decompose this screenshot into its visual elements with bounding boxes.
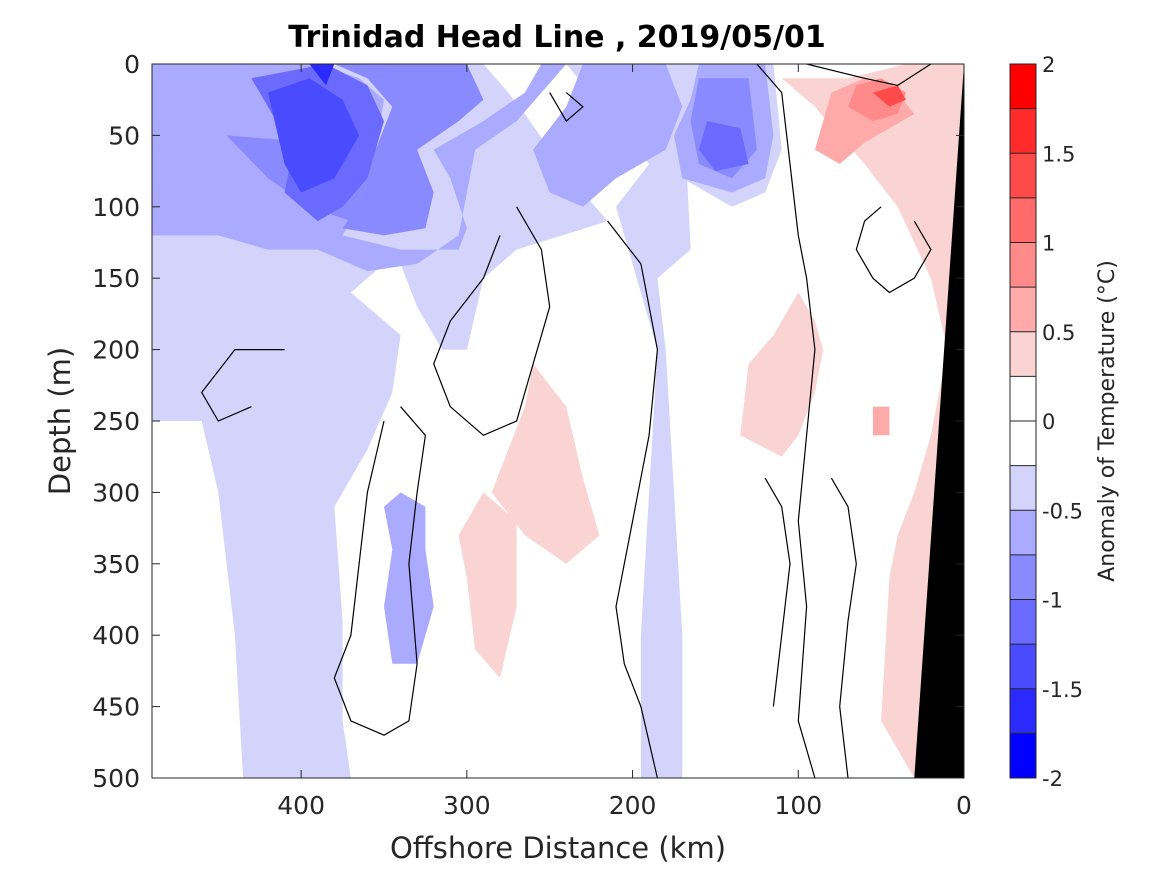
anomaly-region-24 xyxy=(872,85,906,107)
colorbar-tick-label: -0.5 xyxy=(1042,499,1083,523)
anomaly-region-2 xyxy=(392,64,608,350)
axes: 400 300 200 100 0 0 50 100 150 200 250 300 350 400 450… xyxy=(92,50,972,820)
colorbar-band xyxy=(1010,510,1036,555)
x-tick-label: 400 xyxy=(277,791,325,820)
y-tick-label: 500 xyxy=(92,764,140,793)
zero-contour-3 xyxy=(855,206,932,294)
colorbar-band xyxy=(1010,197,1036,243)
colorbar-label: Anomaly of Temperature (°C) xyxy=(1095,260,1120,582)
zero-contour-4 xyxy=(333,406,427,736)
anomaly-region-15 xyxy=(268,78,360,193)
anomaly-region-14 xyxy=(698,121,749,172)
y-tick-label: 450 xyxy=(92,693,140,722)
y-tick-label: 0 xyxy=(124,50,140,79)
seafloor-mask xyxy=(914,64,964,778)
anomaly-region-19 xyxy=(491,363,600,564)
y-axis-label: Depth (m) xyxy=(43,347,77,495)
colorbar-band xyxy=(1010,376,1036,421)
anomaly-region-9 xyxy=(384,492,434,664)
y-tick-label: 200 xyxy=(92,336,140,365)
anomaly-region-17 xyxy=(781,64,964,778)
colorbar-band xyxy=(1010,688,1036,734)
anomaly-region-18 xyxy=(740,292,824,457)
anomaly-region-22 xyxy=(872,406,890,436)
x-tick-label: 0 xyxy=(956,791,972,820)
zero-contour-1 xyxy=(756,64,816,778)
zero-contour-8 xyxy=(549,92,584,123)
colorbar: 2 1.5 1 0.5 0 -0.5 -1 -1.5 -2 xyxy=(1009,53,1083,791)
y-tick-label: 100 xyxy=(92,193,140,222)
colorbar-band xyxy=(1010,554,1036,600)
colorbar-band xyxy=(1010,465,1036,511)
x-tick-label: 200 xyxy=(609,791,657,820)
colorbar-band xyxy=(1010,242,1036,288)
anomaly-region-10 xyxy=(218,64,484,236)
y-tick-label: 350 xyxy=(92,550,140,579)
chart-title: Trinidad Head Line , 2019/05/01 xyxy=(288,20,825,55)
colorbar-band xyxy=(1010,644,1036,689)
zero-contour-2 xyxy=(806,64,932,87)
colorbar-tick-label: 2 xyxy=(1042,53,1055,77)
colorbar-tick-label: 0.5 xyxy=(1042,321,1075,345)
zero-contour-7 xyxy=(200,349,285,422)
anomaly-region-16 xyxy=(309,64,335,86)
colorbar-tick-label: 0 xyxy=(1042,410,1055,434)
zero-contour-6 xyxy=(607,220,659,778)
y-tick-label: 50 xyxy=(108,121,140,150)
colorbar-band xyxy=(1010,421,1036,466)
y-tick-label: 150 xyxy=(92,264,140,293)
colorbar-tick-label: -2 xyxy=(1042,767,1063,791)
anomaly-region-7 xyxy=(533,64,683,207)
colorbar-tick-label: -1.5 xyxy=(1042,678,1083,702)
colorbar-band xyxy=(1010,108,1036,154)
plot-area xyxy=(152,64,964,778)
colorbar-band xyxy=(1010,331,1036,377)
y-tick-label: 250 xyxy=(92,407,140,436)
colorbar-tick-label: -1 xyxy=(1042,589,1063,613)
y-tick-label: 400 xyxy=(92,621,140,650)
y-tick-label: 300 xyxy=(92,478,140,507)
zero-contour-9 xyxy=(830,477,857,778)
colorbar-band xyxy=(1010,153,1036,198)
anomaly-region-20 xyxy=(458,492,517,678)
anomaly-region-3 xyxy=(566,64,691,778)
zero-contour-5 xyxy=(433,206,551,436)
x-axis-label: Offshore Distance (km) xyxy=(390,831,726,865)
colorbar-band xyxy=(1010,64,1036,109)
colorbar-tick-label: 1.5 xyxy=(1042,142,1075,166)
x-tick-label: 300 xyxy=(443,791,491,820)
zero-contour-10 xyxy=(764,477,791,707)
colorbar-band xyxy=(1010,733,1036,778)
colorbar-frame xyxy=(1009,63,1037,779)
colorbar-band xyxy=(1010,287,1036,332)
colorbar-band xyxy=(1010,599,1036,645)
x-tick-label: 100 xyxy=(774,791,822,820)
colorbar-tick-label: 1 xyxy=(1042,232,1055,256)
